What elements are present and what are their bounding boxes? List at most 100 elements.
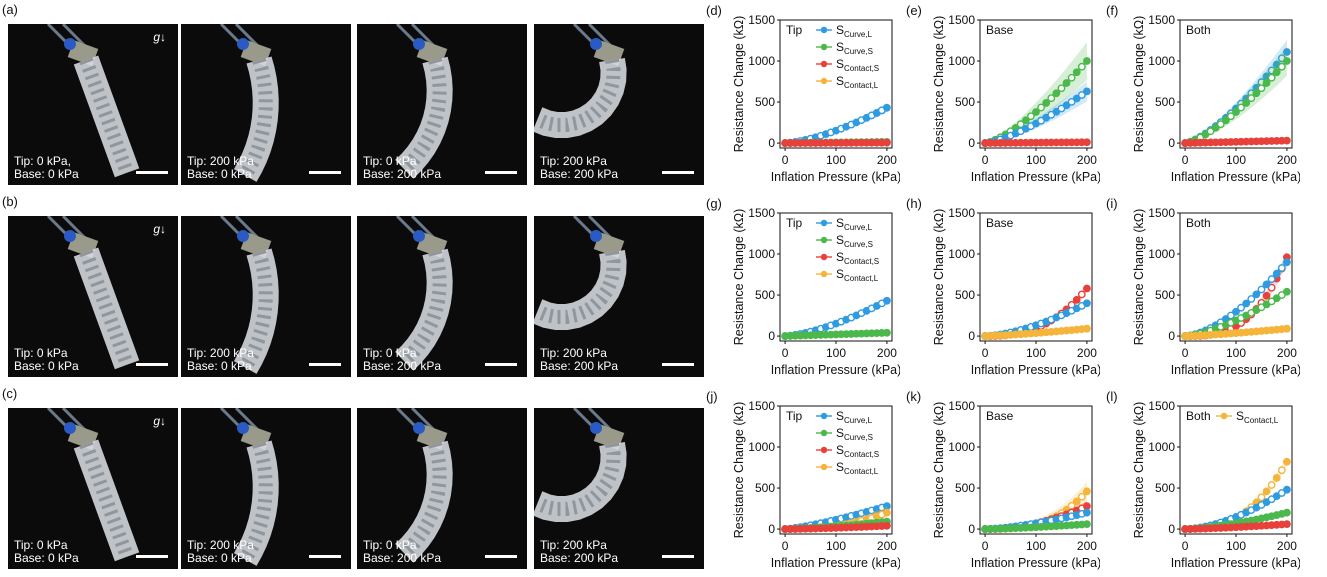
data-point bbox=[883, 328, 891, 337]
legend-label: SContact,L bbox=[836, 74, 879, 90]
x-tick-label: 200 bbox=[1077, 539, 1097, 553]
x-axis-label: Inflation Pressure (kPa) bbox=[771, 363, 900, 377]
chart-panel: (i) 0 500 1000 1500 0 100 200 Inflation Pressure… bbox=[1106, 196, 1300, 377]
y-tick-label: 1500 bbox=[1148, 399, 1175, 413]
data-point bbox=[1083, 520, 1091, 529]
scale-bar bbox=[136, 555, 168, 558]
data-point bbox=[1283, 485, 1291, 494]
y-tick-label: 1000 bbox=[948, 440, 975, 454]
legend-label: SContact,L bbox=[836, 460, 879, 476]
data-point bbox=[1267, 275, 1276, 284]
x-tick-label: 200 bbox=[877, 539, 897, 553]
data-point bbox=[1283, 287, 1291, 296]
series-band bbox=[1185, 46, 1287, 144]
data-point bbox=[1083, 299, 1091, 308]
y-tick-label: 500 bbox=[755, 95, 775, 109]
data-point bbox=[1277, 62, 1286, 71]
x-tick-label: 200 bbox=[877, 153, 897, 167]
photo-panel: Tip: 0 kPa Base: 0 kPa g↓ bbox=[8, 408, 178, 569]
panel-label: (f) bbox=[1106, 3, 1118, 18]
photo-caption: Tip: 200 kPa Base: 200 kPa bbox=[540, 154, 619, 181]
chart-panel: (l) 0 500 1000 1500 0 100 200 Inflation Pressure… bbox=[1106, 389, 1300, 570]
data-point bbox=[1283, 258, 1291, 267]
chart-panel: (j) 0 500 1000 1500 0 100 200 Inflation Pressure… bbox=[706, 389, 900, 570]
data-point bbox=[883, 508, 891, 517]
row-label-b: (b) bbox=[2, 194, 18, 209]
legend-label: SContact,L bbox=[1236, 409, 1279, 425]
scale-bar bbox=[662, 555, 694, 558]
x-tick-label: 100 bbox=[1226, 153, 1246, 167]
data-point bbox=[1283, 48, 1291, 56]
y-tick-label: 1500 bbox=[748, 206, 775, 220]
panel-label: (h) bbox=[906, 196, 922, 211]
x-axis-label: Inflation Pressure (kPa) bbox=[1171, 170, 1300, 184]
legend-label: SCurve,S bbox=[836, 233, 873, 249]
actuator-illustration bbox=[46, 408, 140, 562]
y-tick-label: 500 bbox=[1155, 95, 1175, 109]
y-axis-label: Resistance Change (kΩ) bbox=[1132, 402, 1146, 539]
legend-label: SContact,S bbox=[836, 250, 879, 266]
scale-bar bbox=[485, 555, 517, 558]
data-point bbox=[1083, 87, 1091, 96]
x-tick-label: 0 bbox=[782, 153, 789, 167]
photo-caption: Tip: 0 kPa Base: 200 kPa bbox=[363, 346, 442, 373]
photo-caption: Tip: 0 kPa Base: 0 kPa bbox=[14, 346, 79, 373]
data-point bbox=[1262, 487, 1271, 496]
data-point bbox=[1037, 103, 1045, 112]
x-axis-label: Inflation Pressure (kPa) bbox=[1171, 363, 1300, 377]
panel-title: Tip bbox=[786, 23, 803, 37]
x-tick-label: 0 bbox=[1182, 539, 1189, 553]
actuator-illustration bbox=[219, 408, 279, 566]
panel-title: Both bbox=[1186, 216, 1211, 230]
panel-title: Tip bbox=[786, 409, 803, 423]
y-tick-label: 0 bbox=[768, 522, 775, 536]
panel-label: (d) bbox=[706, 3, 722, 18]
data-point bbox=[883, 296, 891, 305]
chart-panel: (d) 0 500 1000 1500 0 100 200 Inflation Pressure… bbox=[706, 3, 900, 184]
data-point bbox=[1083, 284, 1091, 293]
y-axis-label: Resistance Change (kΩ) bbox=[1132, 16, 1146, 153]
data-point bbox=[1257, 285, 1266, 294]
data-point bbox=[1257, 493, 1266, 502]
panel-title: Both bbox=[1186, 23, 1211, 37]
photo-panel: Tip: 200 kPa Base: 0 kPa bbox=[181, 24, 351, 185]
data-point bbox=[1077, 91, 1086, 99]
actuator-illustration bbox=[395, 24, 453, 179]
photo-panel: Tip: 0 kPa Base: 0 kPa g↓ bbox=[8, 216, 178, 377]
data-point bbox=[1262, 79, 1271, 87]
data-point bbox=[1083, 487, 1091, 496]
y-tick-label: 500 bbox=[1155, 481, 1175, 495]
y-tick-label: 1500 bbox=[1148, 13, 1175, 27]
data-point bbox=[1232, 307, 1240, 316]
data-point bbox=[1262, 280, 1271, 289]
y-tick-label: 500 bbox=[1155, 288, 1175, 302]
data-point bbox=[883, 521, 891, 530]
data-point bbox=[1283, 57, 1291, 65]
data-point bbox=[1247, 295, 1256, 303]
x-tick-label: 100 bbox=[1026, 346, 1046, 360]
series-band bbox=[985, 42, 1087, 144]
y-tick-label: 1000 bbox=[948, 247, 975, 261]
legend-label: SCurve,S bbox=[836, 426, 873, 442]
series-band bbox=[785, 102, 887, 144]
series-band bbox=[1185, 39, 1287, 144]
x-tick-label: 100 bbox=[1226, 346, 1246, 360]
legend-marker bbox=[820, 463, 828, 471]
x-tick-label: 200 bbox=[877, 346, 897, 360]
data-point bbox=[1083, 138, 1091, 147]
photo-panel: Tip: 0 kPa Base: 200 kPa bbox=[357, 408, 527, 569]
x-tick-label: 200 bbox=[1277, 153, 1297, 167]
chart-panel: (k) 0 500 1000 1500 0 100 200 Inflation Pressure… bbox=[906, 389, 1100, 570]
x-tick-label: 200 bbox=[1077, 153, 1097, 167]
y-axis-label: Resistance Change (kΩ) bbox=[732, 209, 746, 346]
data-point bbox=[1262, 291, 1271, 300]
actuator-illustration bbox=[534, 408, 627, 522]
data-point bbox=[1277, 264, 1286, 272]
row-label-a: (a) bbox=[2, 2, 18, 17]
y-tick-label: 1000 bbox=[1148, 54, 1175, 68]
x-tick-label: 0 bbox=[782, 539, 789, 553]
data-point bbox=[1211, 123, 1220, 132]
photo-caption: Tip: 0 kPa Base: 200 kPa bbox=[363, 154, 442, 181]
chart-panel: (g) 0 500 1000 1500 0 100 200 Inflation Pressure… bbox=[706, 196, 900, 377]
photo-caption: Tip: 200 kPa Base: 0 kPa bbox=[187, 154, 254, 181]
